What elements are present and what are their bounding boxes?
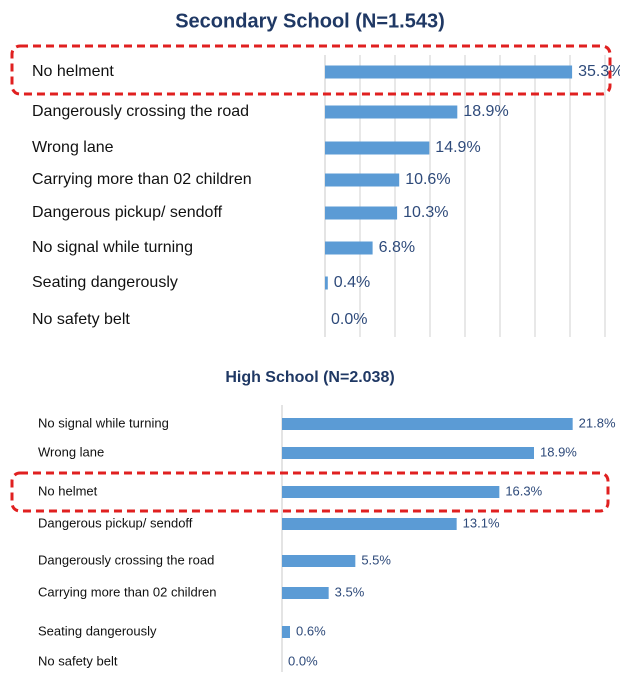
bar <box>282 555 356 567</box>
value-label: 13.1% <box>463 515 500 530</box>
bar <box>282 518 457 530</box>
category-label: No safety belt <box>38 653 118 668</box>
bar <box>325 173 400 187</box>
category-label: Dangerously crossing the road <box>32 103 249 120</box>
bar <box>325 141 430 155</box>
value-label: 0.0% <box>288 653 318 668</box>
category-label: No safety belt <box>32 311 130 328</box>
category-label: Dangerously crossing the road <box>38 552 214 567</box>
category-label: Wrong lane <box>32 139 114 156</box>
category-label: No signal while turning <box>32 239 193 256</box>
category-label: Dangerous pickup/ sendoff <box>32 204 223 221</box>
value-label: 21.8% <box>579 415 616 430</box>
value-label: 5.5% <box>361 552 391 567</box>
value-label: 14.9% <box>435 139 480 156</box>
bar <box>282 486 500 498</box>
chart-title: Secondary School (N=1.543) <box>175 10 445 32</box>
value-label: 35.3% <box>578 63 620 80</box>
value-label: 6.8% <box>379 239 415 256</box>
category-label: Dangerous pickup/ sendoff <box>38 515 193 530</box>
value-label: 16.3% <box>505 483 542 498</box>
bar <box>325 241 373 255</box>
chart-title: High School (N=2.038) <box>225 369 394 386</box>
value-label: 10.6% <box>405 171 450 188</box>
value-label: 0.0% <box>331 311 367 328</box>
value-label: 0.4% <box>334 274 370 291</box>
category-label: Seating dangerously <box>32 274 178 291</box>
bar <box>325 206 398 220</box>
bar <box>282 418 573 430</box>
bar <box>282 447 534 459</box>
bar <box>325 105 458 119</box>
value-label: 0.6% <box>296 623 326 638</box>
bar <box>282 587 329 599</box>
category-label: No helment <box>32 63 114 80</box>
category-label: Wrong lane <box>38 444 104 459</box>
category-label: Seating dangerously <box>38 623 157 638</box>
bar <box>282 626 290 638</box>
value-label: 18.9% <box>540 444 577 459</box>
value-label: 3.5% <box>335 584 365 599</box>
category-label: Carrying more than 02 children <box>32 171 252 188</box>
bar <box>325 65 573 79</box>
highlight-box <box>10 44 612 96</box>
bar <box>325 276 328 290</box>
category-label: No helmet <box>38 483 98 498</box>
category-label: No signal while turning <box>38 415 169 430</box>
category-label: Carrying more than 02 children <box>38 584 216 599</box>
highlight-box <box>10 471 610 513</box>
value-label: 18.9% <box>463 103 508 120</box>
value-label: 10.3% <box>403 204 448 221</box>
